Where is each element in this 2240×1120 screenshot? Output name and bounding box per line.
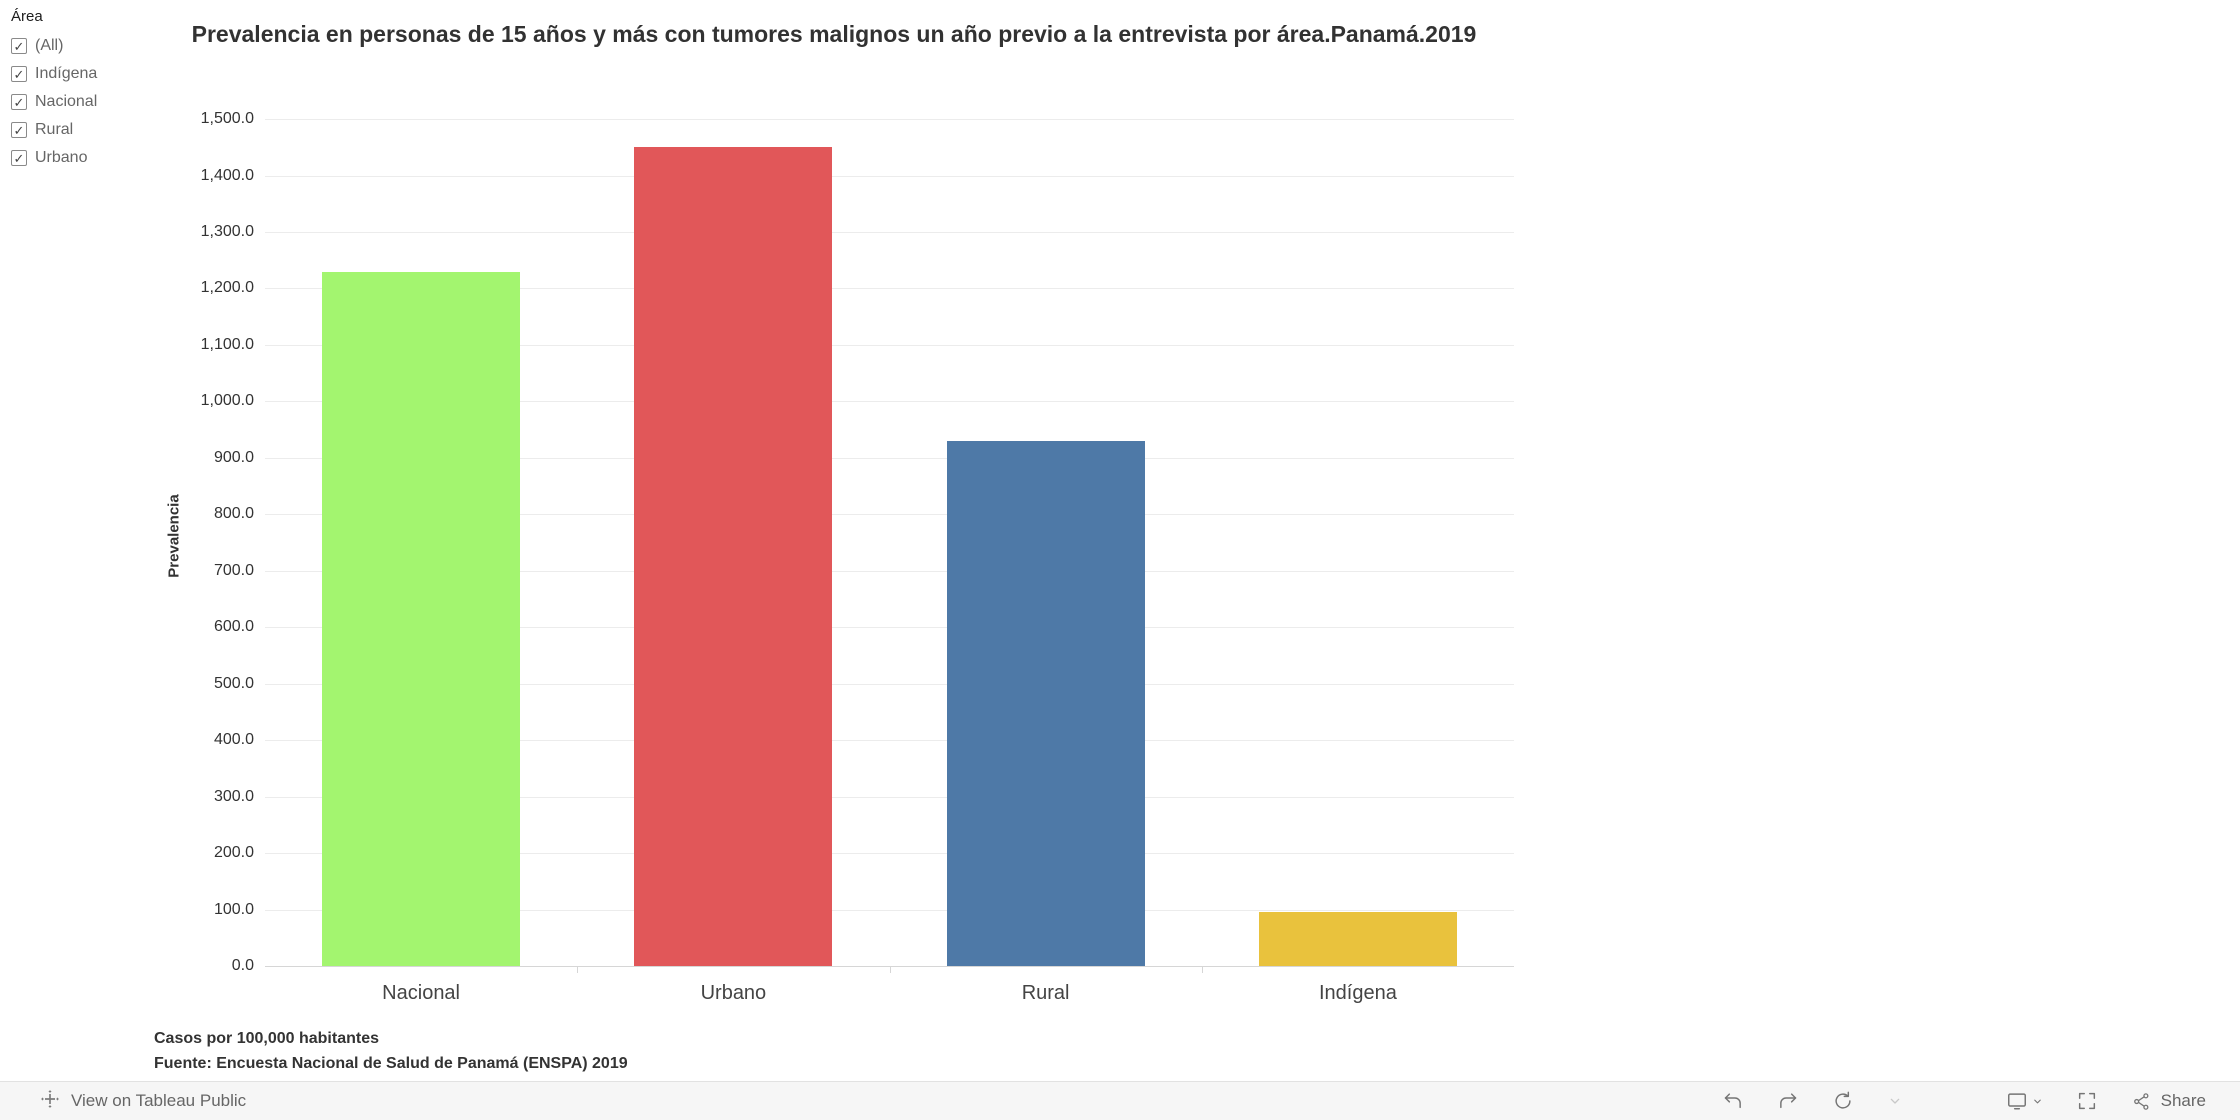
caret-down-icon (2033, 1099, 2041, 1103)
y-axis-tick-label: 600.0 (213, 618, 254, 636)
gridline (265, 231, 1514, 233)
y-axis-tick-label: 1,300.0 (200, 222, 254, 240)
bar-nacional[interactable] (322, 271, 521, 966)
check-icon: ✓ (13, 66, 25, 82)
y-axis-tick-label: 0.0 (231, 957, 254, 974)
redo-icon (1779, 1093, 1796, 1109)
reset-icon (1835, 1091, 1851, 1109)
filter-item-label: Urbano (35, 149, 88, 166)
filter-item-label: (All) (35, 37, 64, 54)
undo-icon (1724, 1093, 1741, 1109)
y-axis-tick-label: 1,000.0 (200, 392, 254, 410)
check-icon: ✓ (13, 150, 25, 166)
filter-item-all[interactable]: ✓ (All) (11, 32, 241, 60)
footnote-source: Fuente: Encuesta Nacional de Salud de Pa… (154, 1055, 628, 1072)
x-axis-label-indigena: Indígena (1318, 982, 1397, 1004)
area-filter-panel: Área ✓ (All) ✓ Indígena ✓ Nacional ✓ Rur… (11, 8, 241, 172)
y-axis-tick-label: 100.0 (213, 900, 254, 918)
chart-footnotes: Casos por 100,000 habitantes Fuente: Enc… (154, 1026, 628, 1076)
view-on-tableau-label: View on Tableau Public (71, 1091, 247, 1110)
checkbox-checked-icon[interactable]: ✓ (11, 94, 27, 110)
bar-urbano[interactable] (634, 147, 833, 966)
x-axis-line (265, 966, 1514, 967)
filter-title: Área (11, 8, 43, 25)
filter-item-rural[interactable]: ✓ Rural (11, 116, 241, 144)
filter-item-urbano[interactable]: ✓ Urbano (11, 144, 241, 172)
checkbox-checked-icon[interactable]: ✓ (11, 122, 27, 138)
y-axis-tick-label: 200.0 (213, 844, 254, 862)
device-preview-button[interactable] (2006, 1090, 2043, 1112)
y-axis-tick-label: 1,100.0 (200, 335, 254, 353)
tableau-toolbar: View on Tableau Public (0, 1081, 2240, 1120)
y-axis-tick-label: 1,200.0 (200, 279, 254, 297)
chart-title: Prevalencia en personas de 15 años y más… (191, 21, 1477, 47)
view-on-tableau-link[interactable]: View on Tableau Public (40, 1089, 246, 1114)
filter-item-label: Rural (35, 121, 74, 138)
x-axis-label-urbano: Urbano (700, 982, 767, 1004)
share-button[interactable]: Share (2131, 1091, 2206, 1112)
undo-button[interactable] (1722, 1090, 1744, 1112)
y-axis-tick-label: 900.0 (213, 448, 254, 466)
redo-button[interactable] (1777, 1090, 1799, 1112)
y-axis-tick-label: 400.0 (213, 731, 254, 749)
x-axis-tick (577, 967, 579, 973)
chevron-down-icon (1890, 1098, 1899, 1104)
fullscreen-icon (2078, 1092, 2095, 1110)
bar-rural[interactable] (946, 440, 1145, 966)
y-axis-title: Prevalencia (165, 494, 183, 578)
checkbox-checked-icon[interactable]: ✓ (11, 150, 27, 166)
share-icon (2133, 1092, 2149, 1110)
fullscreen-button[interactable] (2076, 1090, 2098, 1112)
checkbox-checked-icon[interactable]: ✓ (11, 38, 27, 54)
device-preview-icon (2007, 1093, 2026, 1110)
filter-item-label: Nacional (35, 93, 98, 110)
toolbar-actions: Share (1722, 1090, 2206, 1112)
y-axis-tick-label: 700.0 (213, 561, 254, 579)
x-axis-tick (889, 967, 891, 973)
check-icon: ✓ (13, 38, 25, 54)
bar-indigena[interactable] (1258, 912, 1457, 966)
filter-item-indigena[interactable]: ✓ Indígena (11, 60, 241, 88)
check-icon: ✓ (13, 94, 25, 110)
filter-item-nacional[interactable]: ✓ Nacional (11, 88, 241, 116)
gridline (265, 119, 1514, 120)
filter-item-label: Indígena (35, 65, 98, 82)
y-axis-tick-label: 300.0 (213, 787, 254, 805)
y-axis-tick-label: 500.0 (213, 674, 254, 692)
reset-button[interactable] (1832, 1090, 1854, 1112)
y-axis-tick-label: 800.0 (213, 505, 254, 523)
x-axis-tick (1201, 967, 1203, 973)
footnote-units: Casos por 100,000 habitantes (154, 1030, 379, 1047)
x-axis-label-rural: Rural (1021, 982, 1070, 1004)
checkbox-checked-icon[interactable]: ✓ (11, 66, 27, 82)
check-icon: ✓ (13, 122, 25, 138)
tableau-logo-icon (40, 1089, 60, 1114)
x-axis-label-nacional: Nacional (382, 982, 461, 1004)
share-label: Share (2160, 1091, 2206, 1110)
gridline (265, 175, 1514, 177)
more-options-button[interactable] (1887, 1093, 1903, 1109)
